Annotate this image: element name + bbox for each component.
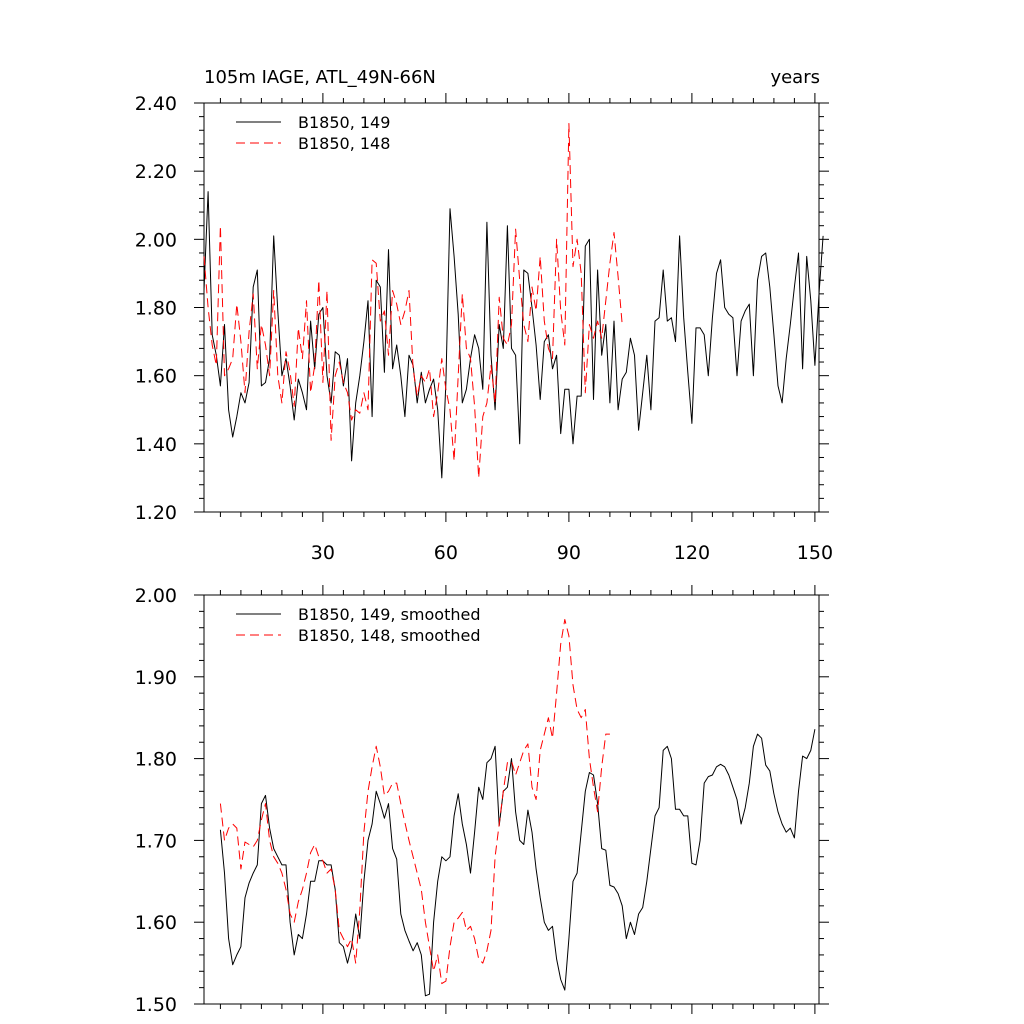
bottom-plot-frame bbox=[203, 594, 820, 1005]
top-series-layer bbox=[203, 123, 824, 479]
legend-label-149-smoothed: B1850, 149, smoothed bbox=[298, 605, 481, 624]
y-tick-label: 1.40 bbox=[135, 434, 177, 456]
top-panel-title: 105m IAGE, ATL_49N-66N bbox=[204, 67, 436, 88]
x-tick-label: 150 bbox=[797, 542, 833, 564]
top-plot-frame bbox=[203, 102, 820, 513]
y-tick-label: 1.80 bbox=[135, 749, 177, 771]
legend-label-149: B1850, 149 bbox=[298, 113, 390, 132]
top-ticks bbox=[194, 93, 829, 522]
series-line-b1850-149 bbox=[203, 191, 824, 479]
y-tick-label: 1.70 bbox=[135, 830, 177, 852]
series-line-b1850-149-smoothed bbox=[219, 729, 816, 997]
bottom-legend: B1850, 149, smoothed B1850, 148, smoothe… bbox=[236, 605, 481, 645]
top-legend: B1850, 149 B1850, 148 bbox=[236, 113, 390, 153]
y-tick-label: 1.20 bbox=[135, 502, 177, 524]
y-tick-label: 2.00 bbox=[135, 585, 177, 607]
top-panel: 105m IAGE, ATL_49N-66N years 1.20 1.40 1.6… bbox=[135, 67, 833, 564]
top-x-tick-labels: 30 60 90 120 150 bbox=[311, 542, 833, 564]
top-y-tick-labels: 1.20 1.40 1.60 1.80 2.00 2.20 2.40 bbox=[135, 93, 177, 524]
y-tick-label: 1.90 bbox=[135, 667, 177, 689]
y-tick-label: 1.50 bbox=[135, 994, 177, 1016]
y-tick-label: 2.20 bbox=[135, 161, 177, 183]
x-tick-label: 120 bbox=[674, 542, 710, 564]
legend-label-148: B1850, 148 bbox=[298, 134, 390, 153]
x-tick-label: 30 bbox=[311, 542, 335, 564]
y-tick-label: 2.00 bbox=[135, 229, 177, 251]
y-tick-label: 1.80 bbox=[135, 298, 177, 320]
bottom-series-layer bbox=[219, 619, 816, 997]
legend-label-148-smoothed: B1850, 148, smoothed bbox=[298, 626, 481, 645]
y-tick-label: 2.40 bbox=[135, 93, 177, 115]
x-tick-label: 90 bbox=[557, 542, 581, 564]
bottom-y-tick-labels: 1.50 1.60 1.70 1.80 1.90 2.00 bbox=[135, 585, 177, 1016]
series-line-b1850-148 bbox=[203, 123, 623, 479]
top-panel-units: years bbox=[770, 67, 820, 88]
y-tick-label: 1.60 bbox=[135, 366, 177, 388]
series-line-b1850-148-smoothed bbox=[219, 619, 610, 985]
y-tick-label: 1.60 bbox=[135, 912, 177, 934]
bottom-panel: 1.50 1.60 1.70 1.80 1.90 2.00 B1850, 149, smo… bbox=[135, 585, 829, 1016]
bottom-ticks bbox=[194, 585, 829, 1014]
x-tick-label: 60 bbox=[434, 542, 458, 564]
